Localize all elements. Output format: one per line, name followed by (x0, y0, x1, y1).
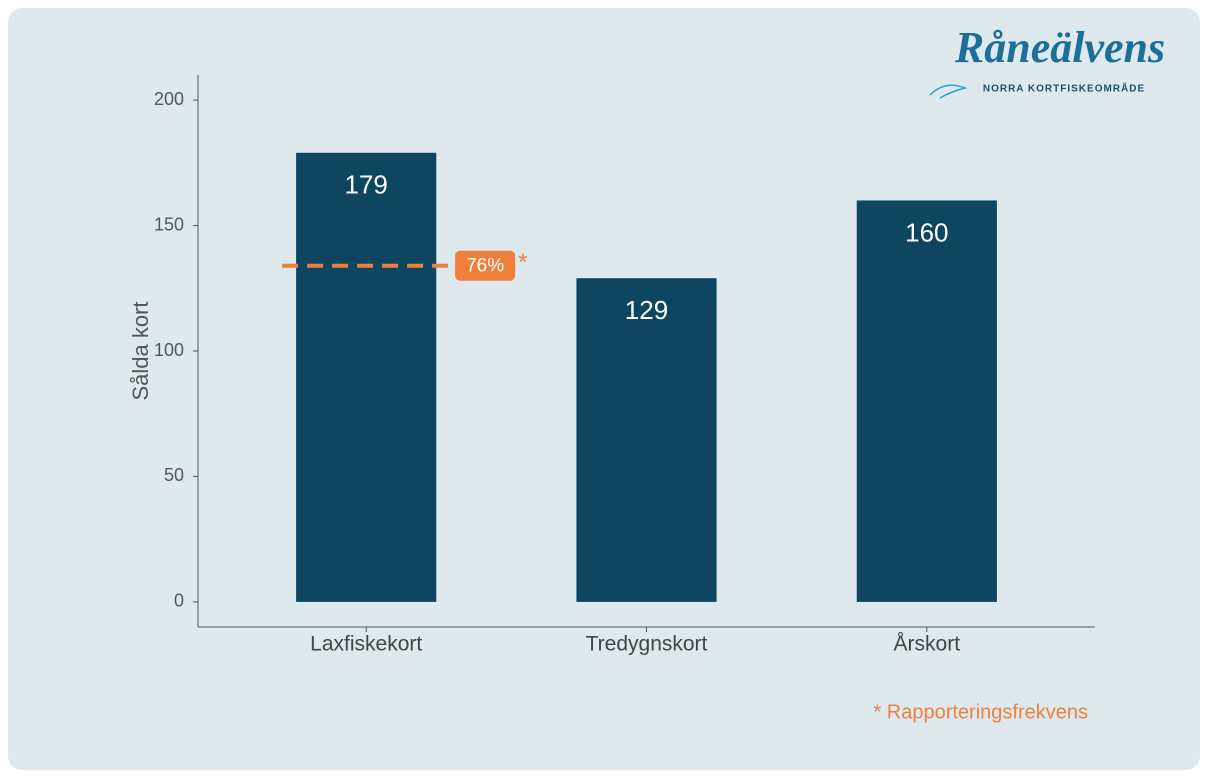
reference-marker: * (518, 249, 527, 276)
x-tick-label: Laxfiskekort (310, 633, 422, 656)
reference-label-box (455, 250, 516, 281)
y-axis-title: Sålda kort (128, 301, 153, 400)
logo-fish (929, 84, 968, 99)
x-tick-label: Årskort (894, 633, 961, 656)
y-tick-label: 200 (154, 89, 184, 109)
logo-title: Råneälvens (954, 23, 1165, 72)
reference-label: 76% (466, 256, 504, 277)
footnote: * Rapporteringsfrekvens (873, 701, 1088, 723)
y-tick-label: 100 (154, 340, 184, 360)
y-tick-label: 150 (154, 214, 184, 234)
bar (576, 278, 717, 602)
logo-subtitle: NORRA KORTFISKEOMRÅDE (983, 82, 1145, 95)
value-label: 129 (625, 295, 668, 325)
bar (856, 200, 997, 602)
value-label: 160 (905, 217, 948, 247)
y-tick-label: 0 (174, 591, 184, 611)
value-label: 179 (344, 170, 387, 200)
y-tick-label: 50 (164, 465, 184, 485)
bar (296, 152, 437, 602)
x-tick-label: Tredygnskort (586, 633, 708, 656)
